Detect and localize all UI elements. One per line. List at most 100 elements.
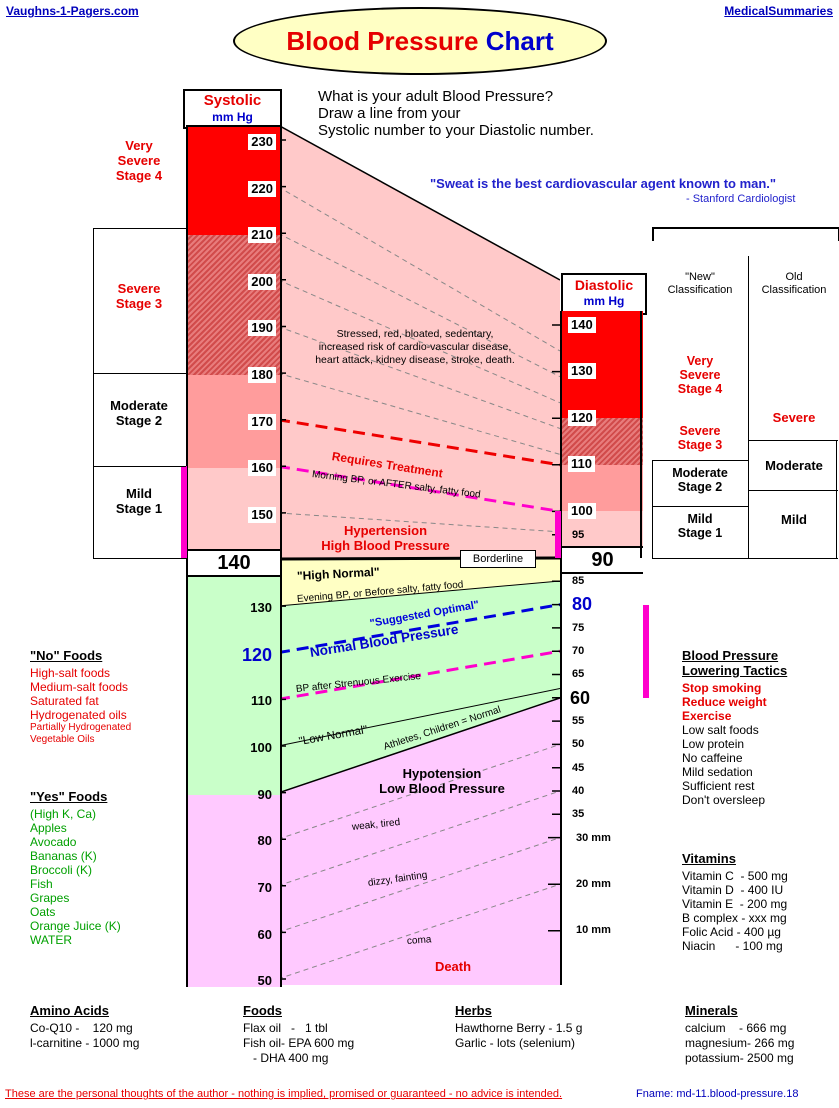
classification-new-severe: Severe Stage 3 xyxy=(677,424,723,452)
magenta-dashed-110-70 xyxy=(278,649,560,701)
classification-line-4 xyxy=(748,490,838,491)
magenta-dashed-160-100 xyxy=(278,464,560,513)
list-item: Mild sedation xyxy=(682,765,753,779)
amino-acids-section: Amino Acids Co-Q10 - 120 mg l-carnitine … xyxy=(30,1003,230,1051)
diastolic-tick-20mm: 20 mm xyxy=(576,878,611,890)
systolic-header: Systolic mm Hg xyxy=(183,89,282,129)
diastolic-tick-140: 140 xyxy=(568,317,596,333)
list-item: (High K, Ca) xyxy=(30,807,97,821)
diastolic-mild-highlight-bar xyxy=(555,511,561,558)
list-item: Partially Hydrogenated xyxy=(30,722,132,733)
vitamins-title: Vitamins xyxy=(682,851,736,866)
list-item: - DHA 400 mg xyxy=(243,1051,329,1065)
page-title-blue: Chart xyxy=(478,25,554,56)
systolic-tick-110: 110 xyxy=(251,693,272,708)
herbs-section: Herbs Hawthorne Berry - 1.5 g Garlic - l… xyxy=(455,1003,655,1051)
minerals-section: Minerals calcium - 666 mg magnesium- 266… xyxy=(685,1003,835,1066)
systolic-mild-highlight-bar xyxy=(181,466,187,558)
line-90-60 xyxy=(278,697,560,794)
list-item: Saturated fat xyxy=(30,694,99,708)
stage-divider-160 xyxy=(93,466,186,467)
site-link[interactable]: Vaughns-1-Pagers.com xyxy=(6,4,139,18)
list-item: Avocado xyxy=(30,835,77,849)
systolic-seg-hypotension xyxy=(188,795,280,987)
classification-right-border xyxy=(836,440,837,558)
list-item: Low protein xyxy=(682,737,745,751)
list-item: Niacin - 100 mg xyxy=(682,939,783,953)
list-item: Folic Acid - 400 µg xyxy=(682,925,781,939)
systolic-tick-230: 230 xyxy=(248,134,276,150)
hypertension-title: Hypertension High Blood Pressure xyxy=(321,523,450,553)
diastolic-tick-60: 60 xyxy=(570,688,591,708)
diastolic-tick-65: 65 xyxy=(572,668,585,680)
diastolic-tick-85: 85 xyxy=(572,575,585,587)
foods-section: Foods Flax oil - 1 tbl Fish oil- EPA 600… xyxy=(243,1003,433,1066)
systolic-header-unit: mm Hg xyxy=(212,110,253,124)
diastolic-tick-10mm: 10 mm xyxy=(576,924,611,936)
diastolic-tick-90: 90 xyxy=(562,546,643,574)
stage-label-mild: Mild Stage 1 xyxy=(115,486,163,516)
medical-summaries-link[interactable]: MedicalSummaries xyxy=(724,4,833,18)
list-item: Oats xyxy=(30,905,56,919)
systolic-tick-70: 70 xyxy=(257,880,272,895)
diastolic-header: Diastolic mm Hg xyxy=(561,273,647,315)
list-item: Low salt foods xyxy=(682,723,759,737)
classification-left-border xyxy=(652,460,653,558)
yes-foods-section: "Yes" Foods (High K, Ca) Apples Avocado … xyxy=(30,789,190,947)
diastolic-tick-130: 130 xyxy=(568,363,596,379)
zone-normal xyxy=(278,581,560,793)
stage-box-left-border xyxy=(93,228,94,558)
list-item: Apples xyxy=(30,821,67,835)
stage-label-moderate: Moderate Stage 2 xyxy=(110,398,168,428)
list-item: Vitamin D - 400 IU xyxy=(682,883,784,897)
systolic-tick-220: 220 xyxy=(248,181,276,197)
list-item: Orange Juice (K) xyxy=(30,919,121,933)
vitamins-section: Vitamins Vitamin C - 500 mg Vitamin D - … xyxy=(682,851,839,953)
list-item: Don't oversleep xyxy=(682,793,766,807)
classification-column-divider xyxy=(748,256,749,558)
list-item: Hydrogenated oils xyxy=(30,708,127,722)
list-item: Vegetable Oils xyxy=(30,734,95,745)
list-item: High-salt foods xyxy=(30,666,111,680)
systolic-tick-140: 140 xyxy=(188,549,280,577)
page-title: Blood Pressure Chart xyxy=(233,7,607,75)
no-foods-section: "No" Foods High-salt foods Medium-salt f… xyxy=(30,648,190,746)
list-item: WATER xyxy=(30,933,72,947)
hypotension-title: Hypotension Low Blood Pressure xyxy=(379,766,505,796)
systolic-tick-200: 200 xyxy=(248,274,276,290)
diastolic-scale: 140 130 120 110 100 95 90 85 80 75 70 65… xyxy=(560,311,643,985)
diastolic-normal-highlight-bar xyxy=(643,605,649,698)
diastolic-tick-55: 55 xyxy=(572,715,585,727)
classification-new-mild: Mild Stage 1 xyxy=(677,512,723,540)
stage-label-severe: Severe Stage 3 xyxy=(115,281,163,311)
list-item: No caffeine xyxy=(682,751,743,765)
classification-bottom-line xyxy=(652,558,838,559)
list-item: Broccoli (K) xyxy=(30,863,93,877)
list-item: Fish oil- EPA 600 mg xyxy=(243,1036,355,1050)
list-item: Medium-salt foods xyxy=(30,680,129,694)
diastolic-tick-110: 110 xyxy=(568,456,595,472)
no-foods-title: "No" Foods xyxy=(30,648,103,663)
systolic-tick-120: 120 xyxy=(241,645,272,665)
list-item: Co-Q10 - 120 mg xyxy=(30,1021,133,1035)
coma-note: coma xyxy=(406,934,432,947)
classification-old-header: Old Classification xyxy=(761,271,827,296)
zone-high-normal xyxy=(278,558,560,606)
systolic-scale: 230 220 210 200 190 180 170 160 150 140 … xyxy=(186,125,282,988)
diastolic-tick-100: 100 xyxy=(568,503,596,519)
systolic-tick-210: 210 xyxy=(248,227,276,243)
hypertension-risk-note: Stressed, red, bloated, sedentary, incre… xyxy=(315,328,515,366)
list-item: Flax oil - 1 tbl xyxy=(243,1021,328,1035)
diastolic-tick-40: 40 xyxy=(572,785,585,797)
list-item: potassium- 2500 mg xyxy=(685,1051,794,1065)
stage-divider-210 xyxy=(93,228,186,229)
systolic-tick-50: 50 xyxy=(257,973,272,988)
footer-fname: Fname: md-11.blood-pressure.18 xyxy=(636,1088,799,1100)
bp-nomogram-svg xyxy=(278,125,560,985)
list-item: Sufficient rest xyxy=(682,779,755,793)
death-label: Death xyxy=(434,959,472,974)
yes-foods-title: "Yes" Foods xyxy=(30,789,108,804)
list-item: Reduce weight xyxy=(682,695,767,709)
blue-dashed-120-80 xyxy=(278,603,560,655)
list-item: Grapes xyxy=(30,891,70,905)
